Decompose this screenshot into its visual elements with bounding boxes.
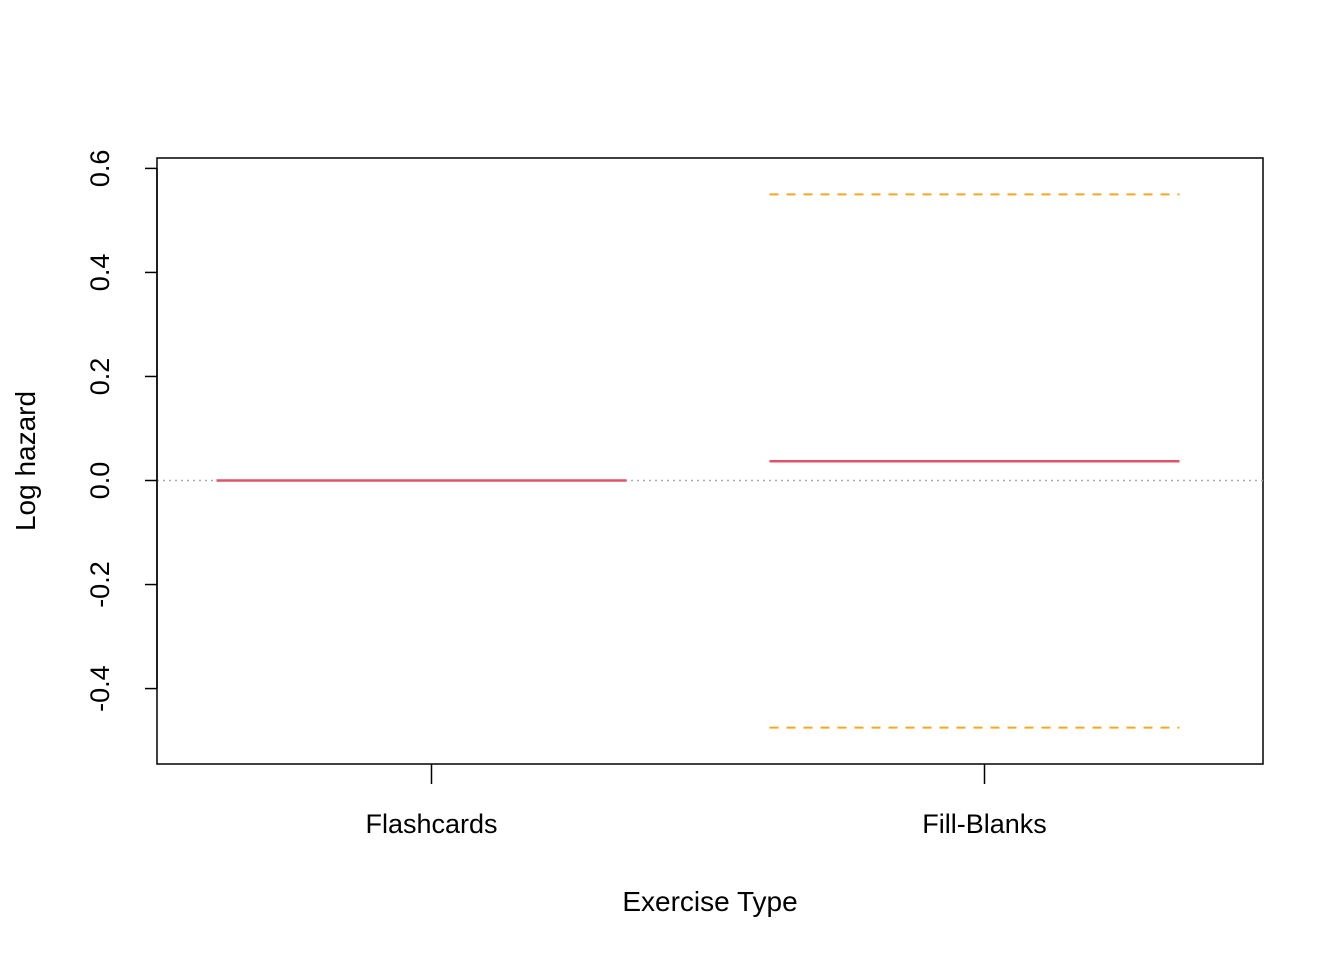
y-tick-label: 0.4 bbox=[85, 254, 115, 292]
x-axis: Flashcards Fill-Blanks bbox=[365, 764, 1047, 839]
x-axis-title: Exercise Type bbox=[622, 886, 797, 917]
y-tick-label: 0.2 bbox=[85, 358, 115, 396]
y-axis: -0.4 -0.2 0.0 0.2 0.4 0.6 bbox=[85, 150, 158, 712]
y-tick-label: 0.0 bbox=[85, 462, 115, 500]
y-axis-title: Log hazard bbox=[10, 391, 41, 531]
series-layer bbox=[216, 193, 1180, 729]
x-tick-label: Fill-Blanks bbox=[922, 809, 1047, 839]
x-tick-label: Flashcards bbox=[365, 809, 497, 839]
y-tick-label: 0.6 bbox=[85, 150, 115, 188]
y-tick-label: -0.4 bbox=[85, 665, 115, 712]
y-tick-label: -0.2 bbox=[85, 561, 115, 608]
